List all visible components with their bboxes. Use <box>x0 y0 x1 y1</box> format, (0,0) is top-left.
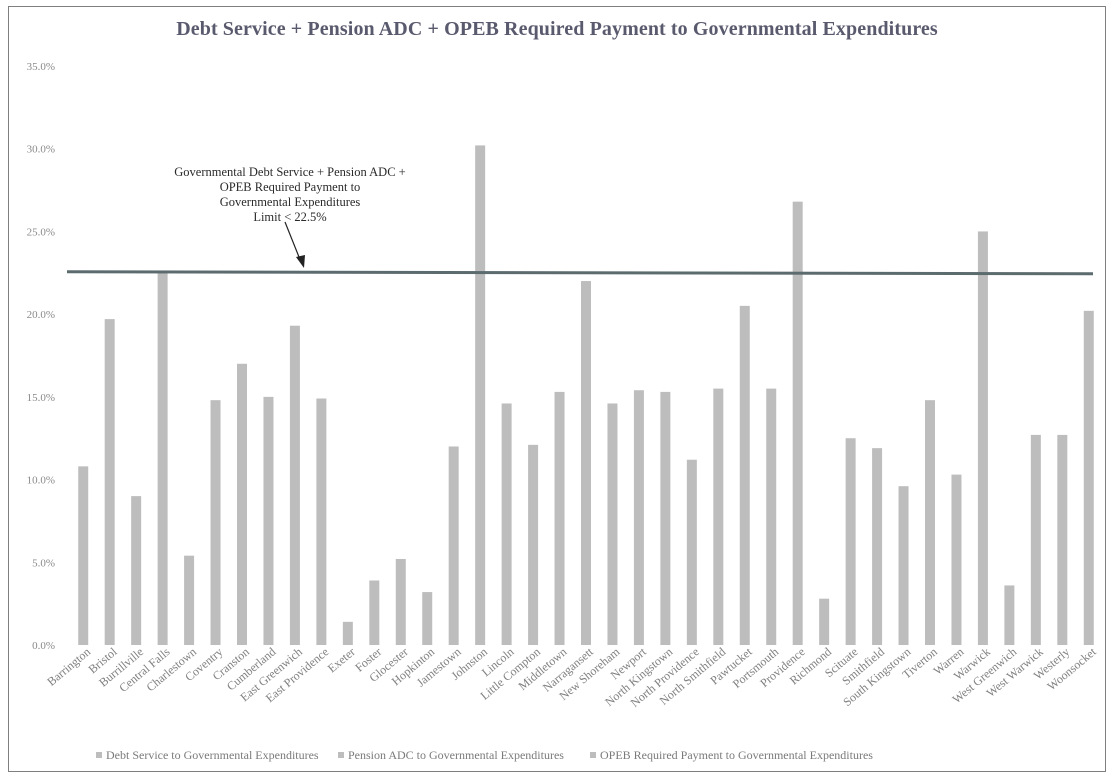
bar-series <box>78 145 1094 646</box>
y-tick-label: 20.0% <box>27 309 55 321</box>
y-tick-label: 30.0% <box>27 144 55 156</box>
bar <box>448 446 459 645</box>
bar <box>792 201 803 645</box>
annotation-arrowhead <box>296 255 305 268</box>
bar <box>607 403 618 645</box>
bar <box>131 496 142 645</box>
y-tick-label: 35.0% <box>27 61 55 73</box>
limit-annotation: Governmental Debt Service + Pension ADC … <box>174 165 405 224</box>
bar <box>872 448 883 645</box>
x-tick-label: Exeter <box>325 645 358 676</box>
annotation-line: Governmental Expenditures <box>220 195 361 209</box>
legend: Debt Service to Governmental Expenditure… <box>96 748 873 762</box>
bar <box>739 305 750 645</box>
bar <box>713 388 724 645</box>
bar <box>78 466 89 645</box>
bar <box>342 621 353 645</box>
annotation-line: OPEB Required Payment to <box>220 180 361 194</box>
limit-reference-line <box>66 270 1094 276</box>
legend-swatch <box>96 752 102 758</box>
bar <box>289 325 300 645</box>
bar <box>422 592 433 645</box>
bar <box>581 281 591 645</box>
bar <box>237 363 247 645</box>
bar <box>1057 434 1068 645</box>
bar <box>263 396 274 645</box>
bar <box>898 486 909 645</box>
bar <box>633 390 644 645</box>
bar <box>1030 434 1041 645</box>
annotation-line: Limit < 22.5% <box>253 210 326 224</box>
bar <box>660 391 671 645</box>
legend-label: OPEB Required Payment to Governmental Ex… <box>600 748 873 762</box>
y-tick-label: 25.0% <box>27 226 55 238</box>
bar <box>1004 585 1015 645</box>
bar <box>925 400 935 645</box>
bar <box>475 145 486 646</box>
legend-swatch <box>338 752 344 758</box>
bar <box>210 400 221 645</box>
bar <box>845 438 856 645</box>
bar <box>819 598 830 645</box>
bar <box>395 558 406 645</box>
y-tick-label: 10.0% <box>27 475 55 487</box>
bar <box>104 319 115 645</box>
bar <box>316 398 327 645</box>
bar <box>184 555 195 645</box>
bar <box>369 580 380 645</box>
bar <box>951 474 962 645</box>
bar <box>686 459 697 645</box>
y-tick-label: 5.0% <box>32 557 55 569</box>
bar <box>766 388 777 645</box>
y-axis: 0.0% 5.0% 10.0% 15.0% 20.0% 25.0% 30.0% 35.0% <box>27 61 55 652</box>
chart-title: Debt Service + Pension ADC + OPEB Requir… <box>176 18 938 40</box>
bar <box>977 231 988 645</box>
bar <box>157 272 168 645</box>
y-tick-label: 0.0% <box>32 640 55 652</box>
annotation-line: Governmental Debt Service + Pension ADC … <box>174 165 405 179</box>
annotation-arrow <box>284 221 302 263</box>
y-tick-label: 15.0% <box>27 392 55 404</box>
legend-swatch <box>590 752 596 758</box>
legend-label: Pension ADC to Governmental Expenditures <box>348 748 564 762</box>
bar <box>554 391 565 645</box>
legend-label: Debt Service to Governmental Expenditure… <box>106 748 319 762</box>
bar <box>1083 310 1094 645</box>
bar <box>501 403 512 645</box>
bar <box>528 444 539 645</box>
